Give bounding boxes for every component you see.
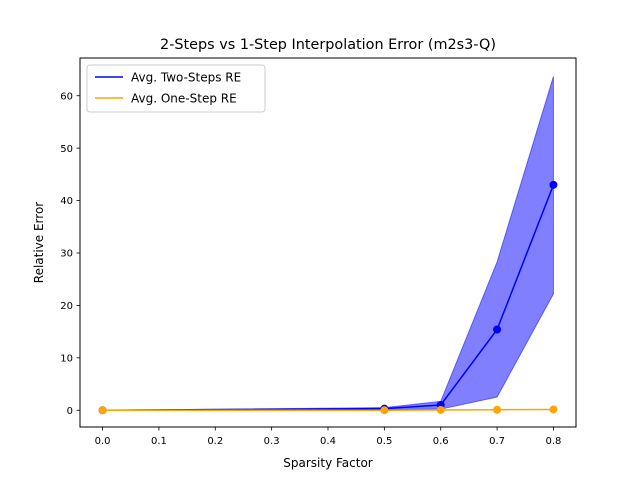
series-line-one-step [102,408,554,411]
point-one-step [549,405,558,414]
x-tick-label: 0.1 [151,436,167,447]
x-axis: 0.0 0.1 0.2 0.3 0.4 0.5 0.6 0.7 0.8 [95,427,562,447]
y-axis: 0 10 20 30 40 50 60 [60,91,80,417]
legend: Avg. Two-Steps RE Avg. One-Step RE [86,64,266,113]
point-two-steps [493,325,502,334]
point-one-step [380,406,389,415]
x-tick-label: 0.4 [320,436,336,447]
point-two-steps [549,180,558,189]
x-tick-label: 0.6 [433,436,449,447]
legend-label-two-steps: Avg. Two-Steps RE [131,71,241,85]
y-tick-label: 10 [60,353,73,364]
y-tick-label: 20 [60,301,73,312]
x-tick-label: 0.3 [264,436,280,447]
x-axis-label: Sparsity Factor [283,456,373,470]
point-one-step [436,405,445,414]
y-tick-label: 30 [60,249,73,260]
x-tick-label: 0.0 [95,436,111,447]
point-one-step [493,405,502,414]
x-tick-label: 0.7 [489,436,505,447]
plot-area [98,76,558,415]
x-tick-label: 0.5 [376,436,392,447]
x-tick-label: 0.8 [546,436,562,447]
y-tick-label: 50 [60,144,73,155]
y-tick-label: 0 [67,406,73,417]
y-tick-label: 60 [60,91,73,102]
legend-label-one-step: Avg. One-Step RE [131,92,237,106]
y-tick-label: 40 [60,196,73,207]
x-tick-label: 0.2 [207,436,223,447]
point-one-step [98,406,107,415]
legend-frame [86,64,266,113]
chart-title: 2-Steps vs 1-Step Interpolation Error (m… [160,37,496,53]
y-axis-label: Relative Error [32,202,46,284]
